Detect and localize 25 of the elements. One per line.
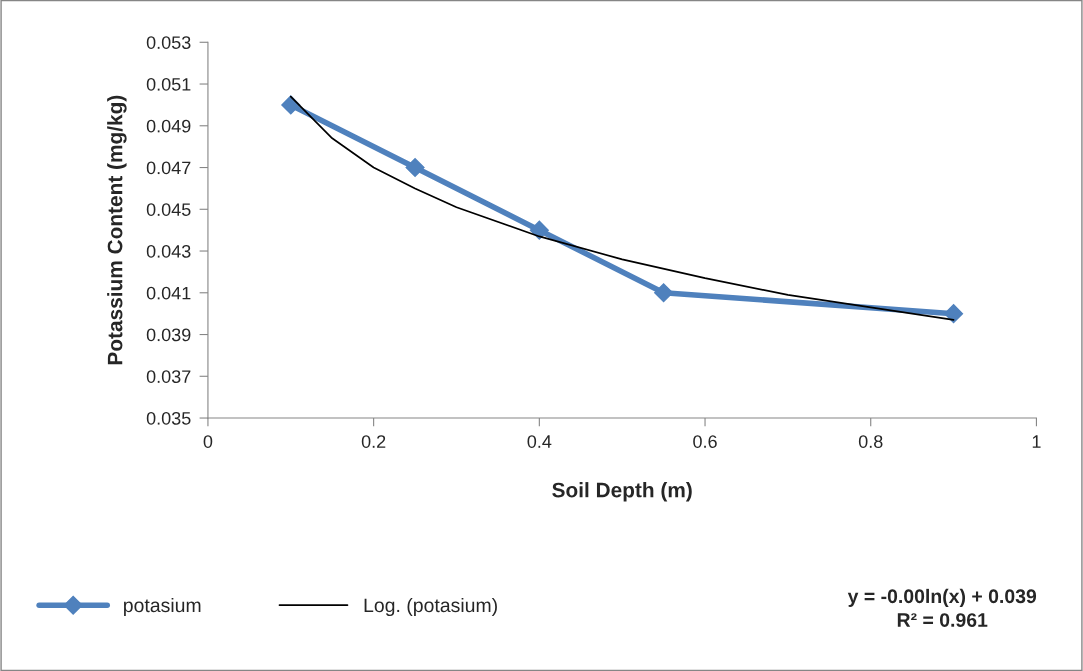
text: y = -0.00ln(x) + 0.039 R² = 0.961: [847, 588, 1037, 627]
point: [944, 304, 964, 324]
legend-label: potasium: [124, 597, 201, 617]
y-tick-label: 0.043: [146, 244, 191, 258]
point: [654, 283, 674, 303]
point: [529, 220, 549, 240]
y-axis-title: Potassium Content (mg/kg): [107, 95, 127, 365]
x-tick-label: 0.4: [527, 435, 552, 448]
x-tick-label: 0.8: [858, 435, 883, 448]
y-tick-label: 0.053: [146, 36, 191, 49]
y-tick-label: 0.051: [146, 77, 191, 91]
x-axis-title: Soil Depth (m): [552, 482, 692, 502]
y-tick-label: 0.037: [146, 370, 191, 383]
y-tick-label: 0.035: [146, 411, 191, 425]
y-tick-label: 0.041: [146, 286, 191, 300]
x-tick-label: 0.2: [361, 435, 386, 448]
y-tick-label: 0.039: [146, 328, 191, 342]
x-tick-label: 1: [1032, 435, 1041, 448]
point: [405, 157, 425, 178]
y-tick-label: 0.047: [146, 161, 191, 175]
x-tick-label: 0: [203, 435, 213, 448]
legend-label: Log. (potasium): [364, 597, 497, 617]
x-tick-label: 0.6: [693, 435, 717, 448]
y-tick-label: 0.049: [146, 119, 191, 133]
y-tick-label: 0.045: [146, 203, 191, 216]
